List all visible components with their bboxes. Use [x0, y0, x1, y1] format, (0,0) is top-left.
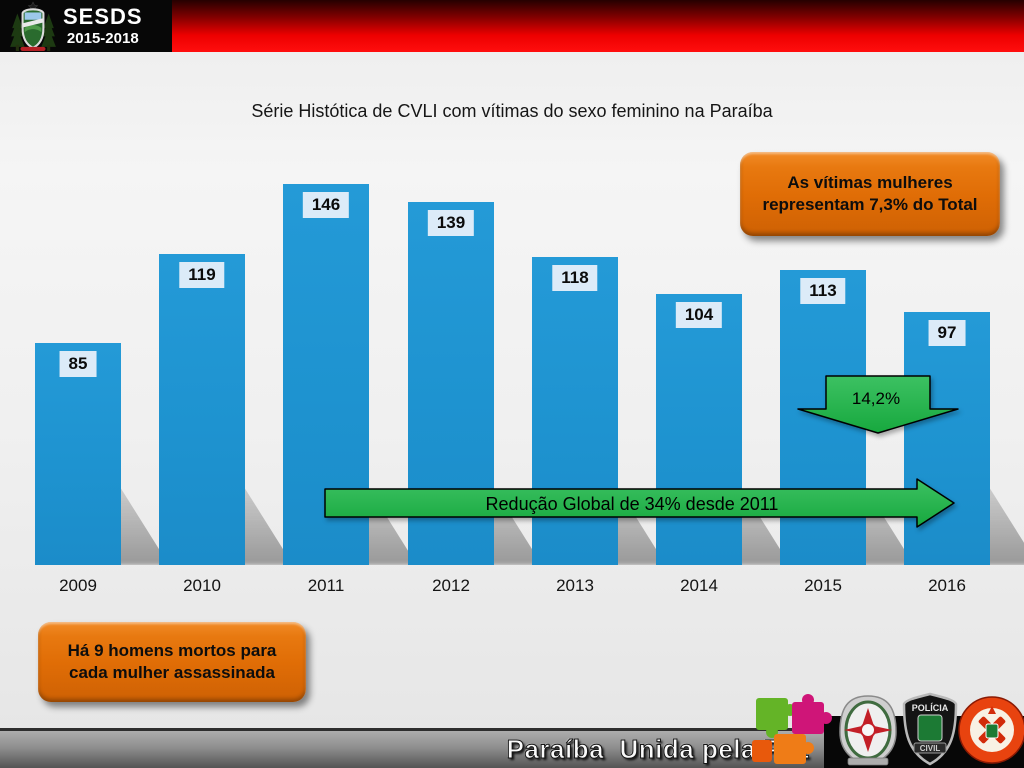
callout-women-line2: representam 7,3% do Total — [762, 195, 978, 214]
header-banner: SESDS 2015-2018 — [0, 0, 1024, 52]
callout-women-share: As vítimas mulheres representam 7,3% do … — [740, 152, 1000, 236]
right-tree-icon — [41, 13, 56, 51]
org-name: SESDS — [63, 4, 143, 29]
right-arrow-label: Redução Global de 34% desde 2011 — [486, 494, 779, 514]
puzzle-pieces-icon — [752, 694, 832, 764]
axis-label-2009: 2009 — [59, 576, 97, 595]
bar-2010: 119 — [159, 254, 245, 565]
axis-label-2012: 2012 — [432, 576, 470, 595]
axis-label-2014: 2014 — [680, 576, 718, 595]
down-arrow-label: 14,2% — [852, 389, 900, 408]
bar-value-label: 119 — [179, 262, 225, 288]
axis-label-2016: 2016 — [928, 576, 966, 595]
axis-label-2010: 2010 — [183, 576, 221, 595]
policia-civil-badge-icon: POLÍCIA CIVIL — [902, 692, 958, 766]
header-red-bar — [172, 0, 1024, 52]
bar-2016: 97 — [904, 312, 990, 565]
bar-value-label: 113 — [800, 278, 846, 304]
chart-title: Série Histótica de CVLI com vítimas do s… — [251, 101, 773, 121]
callout-men-line2: cada mulher assassinada — [68, 663, 275, 682]
bombeiros-badge-icon — [958, 696, 1024, 764]
paraiba-crest-icon — [10, 1, 56, 51]
sesds-logo-block: SESDS 2015-2018 — [0, 0, 172, 52]
bar-2014: 104 — [656, 294, 742, 565]
left-tree-icon — [10, 13, 25, 51]
global-reduction-arrow: Redução Global de 34% desde 2011 — [324, 478, 955, 528]
policia-civil-bottom-label: CIVIL — [920, 744, 941, 753]
policia-civil-top-label: POLÍCIA — [912, 703, 949, 713]
bar-shadow — [984, 479, 1024, 565]
bar-value-label: 104 — [675, 302, 723, 328]
sesds-logo-text: SESDS 2015-2018 — [63, 4, 143, 47]
bar-value-label: 146 — [302, 192, 350, 218]
bar-value-label: 85 — [59, 351, 97, 377]
bar-value-label: 118 — [552, 265, 598, 291]
axis-label-2013: 2013 — [556, 576, 594, 595]
footer-bar: Paraíba Unida pela Paz — [0, 728, 824, 768]
reduction-down-arrow: 14,2% — [797, 375, 959, 434]
callout-men-line1: Há 9 homens mortos para — [67, 640, 277, 660]
callout-women-line1: As vítimas mulheres — [787, 172, 953, 192]
footer-logos: POLÍCIA CIVIL — [752, 692, 1024, 766]
axis-label-2011: 2011 — [307, 576, 345, 595]
bar-2009: 85 — [35, 343, 121, 565]
callout-men-ratio: Há 9 homens mortos para cada mulher assa… — [38, 622, 306, 702]
policia-militar-badge-icon — [839, 695, 897, 766]
org-period: 2015-2018 — [66, 30, 139, 47]
axis-label-2015: 2015 — [804, 576, 842, 595]
bar-value-label: 139 — [427, 210, 475, 236]
bar-value-label: 97 — [928, 320, 966, 346]
